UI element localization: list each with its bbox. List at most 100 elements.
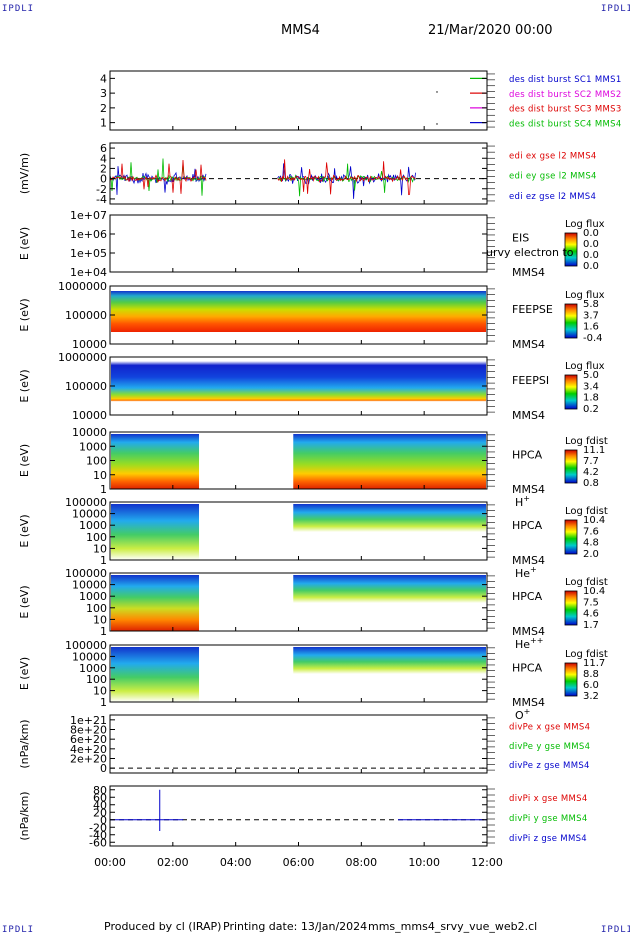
y-tick-label-hpca_o: 10000 <box>72 650 107 663</box>
y-tick-label-divpi: 40 <box>93 799 107 812</box>
instrument-label-hpca_he2: HPCA <box>512 590 543 603</box>
instrument-label-eis: EIS <box>512 232 529 245</box>
y-tick-label-divpi: 80 <box>93 784 107 797</box>
species-label-hpca_h: H+ <box>515 494 530 509</box>
legend-entry-divpi: divPi x gse MMS4 <box>509 794 588 804</box>
legend-entry-edi: edi ez gse l2 MMS4 <box>509 192 596 202</box>
colorbar-tick-label-hpca_h: 4.2 <box>583 467 599 478</box>
y-tick-label-hpca_he: 1000 <box>79 519 107 532</box>
x-tick-label: 08:00 <box>345 856 377 869</box>
corner-label-top-left: IPDLI <box>2 4 35 14</box>
eis-overlay-text: urvy electron to <box>486 246 574 259</box>
legend-entry-burst: des dist burst SC2 MMS2 <box>509 90 622 100</box>
panel-frame-eis <box>109 214 488 273</box>
colorbar-tick-label-hpca_he2: 7.5 <box>583 597 599 608</box>
y-axis-label-feepsi: E (eV) <box>18 369 31 402</box>
y-tick-label-hpca_he: 100000 <box>65 496 107 509</box>
colorbar-title-feepsi: Log flux <box>565 361 605 372</box>
y-tick-label-divpi: -40 <box>89 829 107 842</box>
y-tick-label-hpca_o: 1000 <box>79 662 107 675</box>
spectrogram-hpca_he2 <box>111 575 200 631</box>
legend-entry-divpe: divPe y gse MMS4 <box>509 742 590 752</box>
y-tick-label-hpca_o: 100000 <box>65 639 107 652</box>
y-tick-label-divpi: 0 <box>100 814 107 827</box>
y-tick-label-divpe: 4e+20 <box>70 743 107 756</box>
y-axis-label-hpca_he: E (eV) <box>18 514 31 547</box>
colorbar-tick-label-eis: 0.0 <box>583 228 599 239</box>
y-tick-label-hpca_o: 10 <box>93 685 107 698</box>
spacecraft-title: MMS4 <box>281 23 320 38</box>
spacecraft-label-hpca_he2: MMS4 <box>512 625 545 638</box>
spectrogram-hpca_h <box>293 434 486 489</box>
y-tick-label-divpe: 2e+20 <box>70 753 107 766</box>
colorbar-tick-label-hpca_h: 0.8 <box>583 478 599 489</box>
colorbar-eis <box>564 232 578 267</box>
colorbar-tick-label-hpca_he2: 10.4 <box>583 586 605 597</box>
panel-frame-edi <box>109 142 488 205</box>
legend-entry-divpi: divPi y gse MMS4 <box>509 814 588 824</box>
y-tick-label-feepse: 100000 <box>65 309 107 322</box>
y-tick-label-hpca_he: 1 <box>100 554 107 567</box>
colorbar-tick-label-hpca_o: 8.8 <box>583 669 599 680</box>
x-tick-label: 12:00 <box>471 856 503 869</box>
y-tick-label-feepse: 1000000 <box>58 280 107 293</box>
spacecraft-label-feepsi: MMS4 <box>512 409 545 422</box>
colorbar-tick-label-hpca_he: 4.8 <box>583 538 599 549</box>
spacecraft-label-eis: MMS4 <box>512 266 545 279</box>
colorbar-title-hpca_o: Log fdist <box>565 649 608 660</box>
y-axis-label-edi: (mV/m) <box>18 153 31 194</box>
y-tick-label-edi: 4 <box>100 152 107 165</box>
colorbar-tick-label-feepse: 3.7 <box>583 310 599 321</box>
colorbar-title-feepse: Log flux <box>565 290 605 301</box>
y-tick-label-hpca_h: 1 <box>100 483 107 496</box>
y-axis-label-hpca_h: E (eV) <box>18 444 31 477</box>
legend-entry-divpi: divPi z gse MMS4 <box>509 834 587 844</box>
legend-entry-burst: des dist burst SC3 MMS3 <box>509 105 622 115</box>
y-tick-label-hpca_he: 10 <box>93 542 107 555</box>
colorbar-tick-label-hpca_h: 11.1 <box>583 445 605 456</box>
legend-entry-divpe: divPe z gse MMS4 <box>509 761 590 771</box>
footer-file: mms_mms4_srvy_vue_web2.cl <box>368 920 538 933</box>
corner-label-bottom-right: IPDLI <box>601 925 630 935</box>
spectrogram-hpca_h <box>111 434 200 489</box>
y-axis-label-divpe: (nPa/km) <box>18 719 31 768</box>
legend-entry-burst: des dist burst SC1 MMS1 <box>509 75 622 85</box>
colorbar-title-hpca_he2: Log fdist <box>565 577 608 588</box>
datetime-title: 21/Mar/2020 00:00 <box>428 23 553 38</box>
colorbar-tick-label-hpca_h: 7.7 <box>583 456 599 467</box>
corner-label-top-right: IPDLI <box>601 4 630 14</box>
y-axis-label-hpca_he2: E (eV) <box>18 585 31 618</box>
y-tick-label-edi: -2 <box>96 183 107 196</box>
y-tick-label-divpi: 60 <box>93 791 107 804</box>
y-tick-label-divpi: 20 <box>93 806 107 819</box>
x-tick-label: 02:00 <box>157 856 189 869</box>
y-axis-label-hpca_o: E (eV) <box>18 657 31 690</box>
y-tick-label-burst: 1 <box>100 117 107 130</box>
y-tick-label-hpca_he2: 10 <box>93 613 107 626</box>
y-tick-label-eis: 1e+04 <box>70 266 107 279</box>
y-tick-label-hpca_he: 10000 <box>72 508 107 521</box>
species-label-hpca_o: O+ <box>515 707 530 722</box>
y-tick-label-eis: 1e+05 <box>70 247 107 260</box>
species-label-hpca_he: He+ <box>515 565 537 580</box>
instrument-label-hpca_he: HPCA <box>512 519 543 532</box>
instrument-label-feepsi: FEEPSI <box>512 374 549 387</box>
spectrogram-hpca_he <box>293 504 486 532</box>
colorbar-title-hpca_h: Log fdist <box>565 436 608 447</box>
y-tick-label-hpca_h: 10 <box>93 469 107 482</box>
colorbar-tick-label-eis: 0.0 <box>583 261 599 272</box>
y-tick-label-feepsi: 1000000 <box>58 351 107 364</box>
y-tick-label-edi: -4 <box>96 193 107 206</box>
x-tick-label: 10:00 <box>408 856 440 869</box>
y-tick-label-divpi: -20 <box>89 821 107 834</box>
y-axis-label-feepse: E (eV) <box>18 298 31 331</box>
spectrogram-feepse <box>111 291 486 332</box>
colorbar-title-hpca_he: Log fdist <box>565 506 608 517</box>
y-tick-label-divpe: 0 <box>100 762 107 775</box>
y-tick-label-feepse: 10000 <box>72 338 107 351</box>
y-tick-label-divpi: -60 <box>89 836 107 849</box>
spectrogram-hpca_he <box>111 504 200 560</box>
y-tick-label-edi: 0 <box>100 173 107 186</box>
x-tick-label: 04:00 <box>220 856 252 869</box>
